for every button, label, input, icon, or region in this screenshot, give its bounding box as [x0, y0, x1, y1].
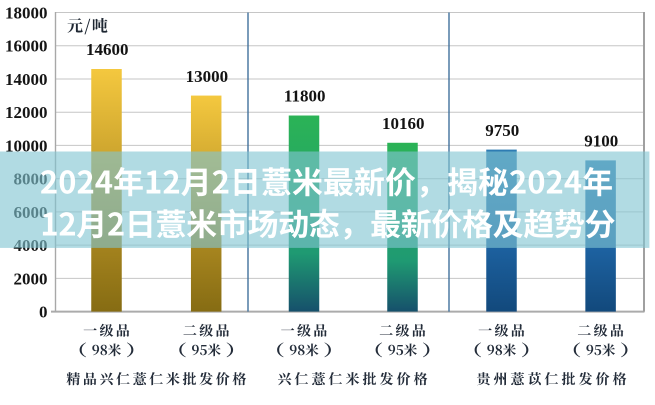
svg-text:13000: 13000	[186, 67, 229, 86]
svg-text:9750: 9750	[485, 121, 519, 140]
svg-text:14600: 14600	[86, 40, 129, 59]
svg-text:11800: 11800	[284, 87, 326, 106]
svg-text:12000: 12000	[5, 103, 48, 122]
svg-text:16000: 16000	[5, 37, 48, 56]
svg-text:0: 0	[39, 303, 48, 322]
svg-text:2000: 2000	[14, 269, 48, 288]
svg-text:9100: 9100	[584, 132, 618, 151]
svg-text:10160: 10160	[382, 114, 425, 133]
svg-text:10000: 10000	[5, 136, 48, 155]
svg-text:18000: 18000	[5, 4, 48, 23]
svg-text:14000: 14000	[5, 70, 48, 89]
